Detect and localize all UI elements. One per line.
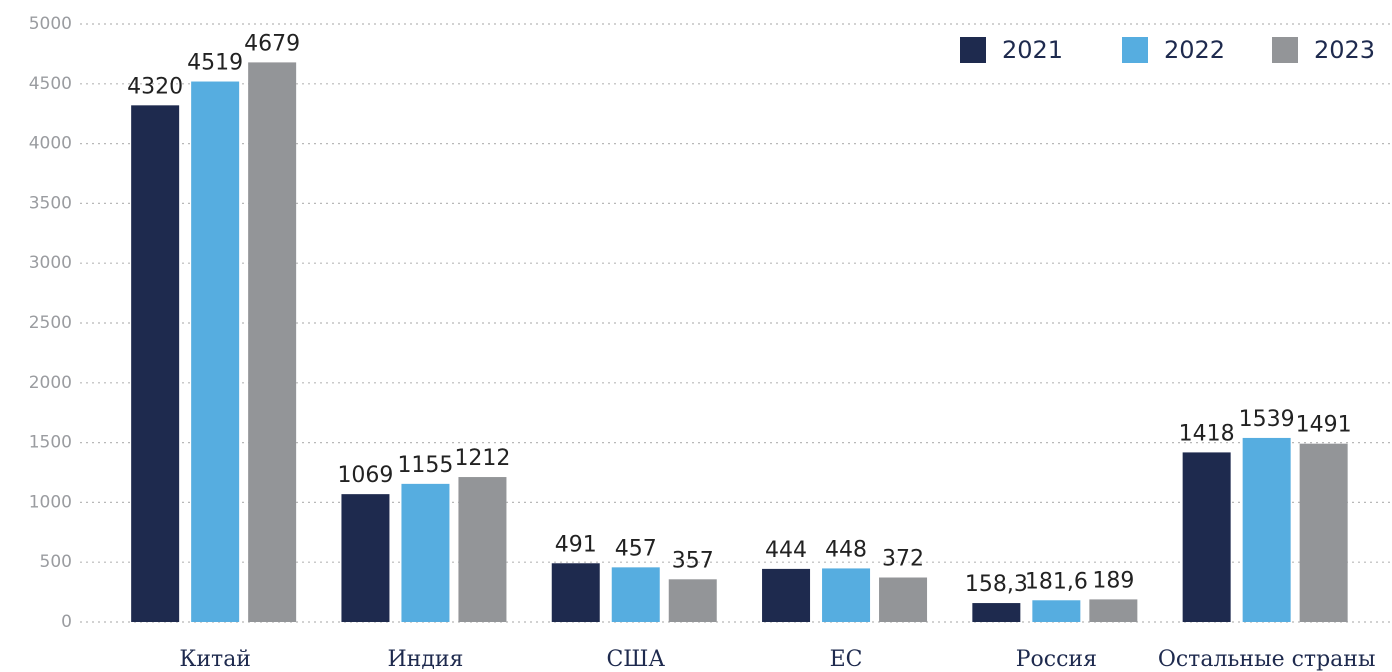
x-tick-label: Остальные страны xyxy=(1158,647,1376,672)
x-tick-label: США xyxy=(606,647,665,672)
value-label: 1418 xyxy=(1179,421,1235,446)
legend-swatch xyxy=(1272,37,1298,63)
y-tick-label: 5000 xyxy=(29,14,72,34)
bar xyxy=(191,81,240,623)
bar xyxy=(822,568,871,622)
bar xyxy=(1032,600,1081,622)
bar xyxy=(1089,599,1138,622)
value-label: 444 xyxy=(765,538,807,563)
bar xyxy=(611,567,660,622)
legend-swatch xyxy=(1122,37,1148,63)
legend-label: 2023 xyxy=(1314,36,1375,64)
legend-label: 2021 xyxy=(1002,36,1063,64)
value-label: 457 xyxy=(615,536,657,561)
y-tick-label: 1000 xyxy=(29,492,72,512)
value-label: 1155 xyxy=(397,453,453,478)
x-tick-label: ЕС xyxy=(830,647,863,672)
y-tick-label: 3500 xyxy=(29,193,72,213)
bar xyxy=(401,483,450,622)
y-tick-label: 500 xyxy=(40,552,72,572)
value-label: 1069 xyxy=(337,463,393,488)
value-label: 448 xyxy=(825,537,867,562)
y-tick-label: 4500 xyxy=(29,74,72,94)
bar xyxy=(668,579,717,622)
value-label: 4679 xyxy=(244,31,300,56)
value-label: 4519 xyxy=(187,51,243,76)
y-tick-label: 4000 xyxy=(29,134,72,154)
y-tick-label: 2500 xyxy=(29,313,72,333)
bar xyxy=(972,603,1021,622)
bar xyxy=(248,62,297,622)
value-label: 181,6 xyxy=(1025,569,1088,594)
y-tick-label: 3000 xyxy=(29,253,72,273)
y-tick-label: 2000 xyxy=(29,373,72,393)
bar xyxy=(551,563,600,622)
value-label: 189 xyxy=(1092,568,1134,593)
bar xyxy=(341,494,390,622)
value-label: 1212 xyxy=(454,446,510,471)
x-tick-label: Россия xyxy=(1016,647,1097,672)
value-label: 372 xyxy=(882,547,924,572)
value-label: 491 xyxy=(555,532,597,557)
bar xyxy=(1242,437,1291,622)
bar xyxy=(458,477,507,622)
value-label: 357 xyxy=(672,548,714,573)
bar xyxy=(131,105,180,622)
bar xyxy=(879,577,928,622)
bar xyxy=(1299,443,1348,622)
bar xyxy=(762,568,811,622)
value-label: 1539 xyxy=(1239,407,1295,432)
value-label: 1491 xyxy=(1296,413,1352,438)
value-label: 158,3 xyxy=(965,572,1028,597)
y-tick-label: 0 xyxy=(61,612,72,632)
legend-swatch xyxy=(960,37,986,63)
y-tick-label: 1500 xyxy=(29,433,72,453)
value-label: 4320 xyxy=(127,74,183,99)
x-tick-label: Китай xyxy=(179,647,251,672)
legend-label: 2022 xyxy=(1164,36,1225,64)
bar xyxy=(1182,452,1231,622)
x-tick-label: Индия xyxy=(387,647,463,672)
